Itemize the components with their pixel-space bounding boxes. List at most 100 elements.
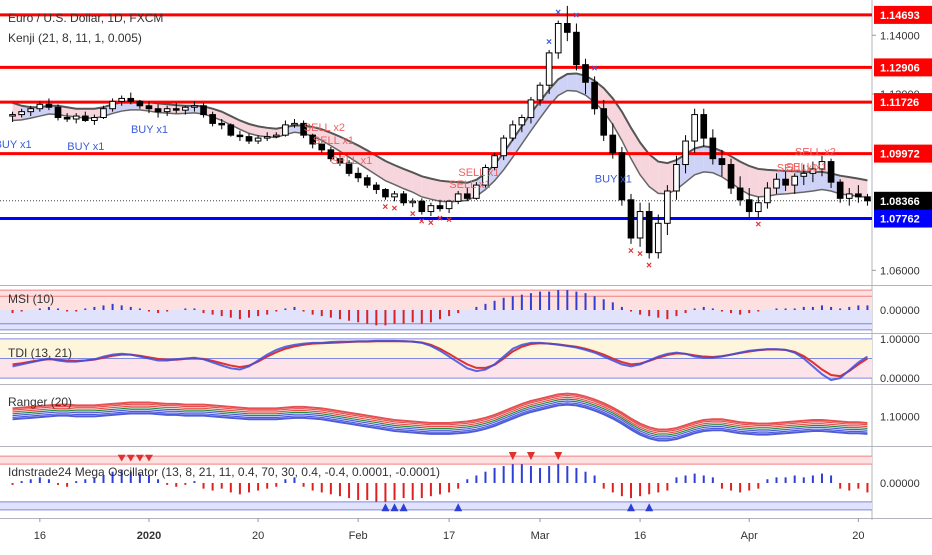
kenji-cloud-segment: [394, 165, 404, 189]
signal-cross: ×: [410, 209, 416, 220]
candle: [609, 134, 617, 154]
candle: [700, 114, 708, 139]
kenji-cloud-segment: [412, 172, 422, 197]
candle: [263, 136, 271, 139]
study-legend[interactable]: Kenji (21, 8, 11, 1, 0.005): [8, 31, 142, 45]
msi-upper-band: [0, 290, 872, 310]
kenji-cloud-segment: [367, 150, 377, 175]
kenji-cloud-segment: [385, 161, 395, 185]
kenji-cloud-segment: [230, 116, 240, 130]
mega-lower-band: [0, 501, 872, 510]
candle: [100, 108, 107, 119]
candle: [63, 117, 71, 120]
candle: [718, 158, 726, 166]
kenji-cloud-segment: [694, 146, 704, 175]
signal-label-buy: BUY x1: [0, 139, 32, 151]
kenji-cloud-segment: [403, 168, 413, 193]
tdi-title: TDI (13, 21): [8, 346, 72, 360]
signal-cross: ×: [446, 215, 452, 226]
signal-cross: ×: [573, 11, 579, 22]
mega-tick: 0.00000: [880, 478, 920, 490]
candle: [272, 134, 280, 138]
signal-label-sell: SELL x1: [786, 162, 827, 174]
kenji-cloud-segment: [430, 178, 440, 202]
signal-cross: ×: [555, 8, 561, 19]
signal-label-sell: SELL x1: [449, 179, 490, 191]
candle: [482, 166, 489, 186]
mega-sell-arrow: [126, 454, 135, 462]
candle: [454, 193, 462, 202]
candle: [400, 193, 407, 204]
candle: [709, 137, 717, 160]
candle: [773, 178, 780, 189]
candle: [636, 211, 644, 239]
price-tick-label: 1.06000: [880, 265, 920, 277]
kenji-cloud-segment: [658, 161, 668, 194]
level-label: 1.14693: [880, 10, 920, 22]
candle: [145, 105, 153, 110]
signal-label-sell: SELL x1: [313, 135, 354, 147]
candle: [591, 81, 598, 110]
price-tick-label: 1.14000: [880, 30, 920, 42]
signal-cross: ×: [437, 214, 443, 225]
candle: [172, 108, 180, 111]
candle: [36, 103, 44, 110]
mega-buy-arrow: [454, 503, 463, 512]
date-tick-label: 16: [34, 530, 46, 542]
candle: [345, 162, 353, 174]
candle: [300, 122, 307, 136]
kenji-cloud-segment: [358, 145, 368, 169]
candle: [554, 23, 562, 54]
candle: [282, 124, 289, 136]
candle: [600, 108, 608, 136]
candle: [427, 205, 435, 213]
candle: [336, 158, 344, 164]
candle: [691, 114, 698, 142]
candle: [645, 211, 653, 254]
mega-sell-arrow: [508, 452, 517, 461]
tdi-tick: 1.00000: [880, 334, 920, 346]
signal-label-buy: BUY x1: [131, 124, 168, 136]
signal-cross: ×: [419, 216, 425, 227]
candle: [245, 136, 253, 142]
msi-tick: 0.00000: [880, 305, 920, 317]
level-label: 1.09972: [880, 149, 920, 161]
candle: [291, 122, 298, 126]
ranger-title: Ranger (20): [8, 395, 72, 409]
signal-cross: ×: [382, 202, 388, 213]
signal-cross: ×: [637, 249, 643, 260]
signal-cross: ×: [592, 63, 598, 74]
candle: [791, 175, 799, 186]
candle: [463, 193, 471, 199]
kenji-cloud-segment: [567, 73, 577, 92]
kenji-cloud-segment: [258, 126, 268, 137]
candle: [27, 108, 35, 113]
mega-buy-arrow: [399, 503, 408, 512]
kenji-cloud-segment: [530, 101, 541, 131]
candle: [254, 137, 262, 142]
candle: [309, 134, 316, 145]
last-price-label: 1.08366: [880, 196, 920, 208]
mega-sell-arrow: [144, 454, 153, 462]
tdi-fast-line: [12, 339, 868, 382]
candle: [318, 143, 326, 151]
ranger-upper-line: [12, 392, 868, 431]
signal-label-sell: SELL x1: [331, 155, 372, 167]
date-tick-label: 2020: [137, 530, 161, 542]
candle: [509, 124, 517, 139]
kenji-cloud-segment: [549, 79, 559, 106]
candle: [18, 111, 25, 116]
level-label-box: [874, 93, 932, 112]
candle: [582, 64, 589, 83]
candle: [327, 149, 335, 160]
candle: [491, 155, 498, 168]
candle: [809, 168, 817, 174]
kenji-cloud-segment: [749, 166, 759, 197]
candle: [445, 200, 453, 210]
candle: [745, 199, 753, 213]
date-tick-label: Feb: [349, 530, 368, 542]
candle: [200, 105, 207, 116]
candle: [736, 187, 744, 201]
kenji-cloud-segment: [421, 176, 431, 200]
